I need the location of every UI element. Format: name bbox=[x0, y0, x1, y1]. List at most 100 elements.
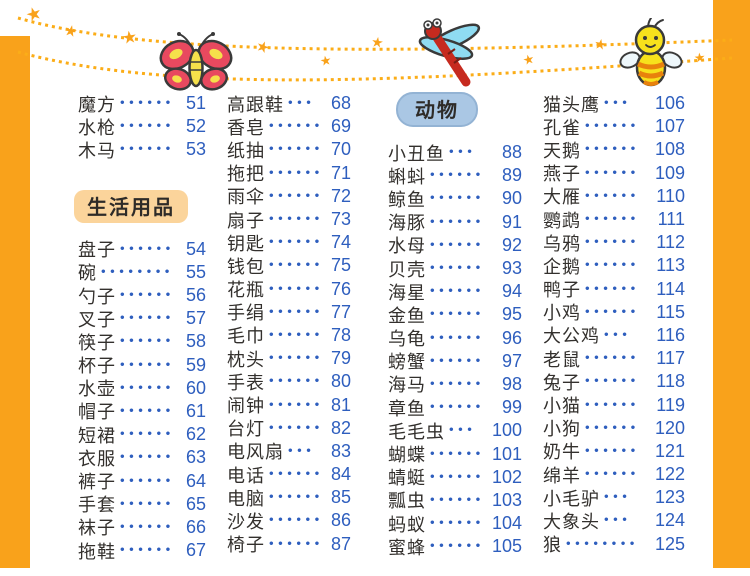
toc-entry: 瓢虫 ······ 103 bbox=[388, 489, 522, 513]
leader-dots: ······ bbox=[429, 372, 484, 395]
page-number: 64 bbox=[185, 470, 206, 491]
page-number: 99 bbox=[501, 397, 522, 418]
toc-entry: 水母 ······ 92 bbox=[388, 233, 522, 258]
entry-label: 猫头鹰 bbox=[543, 94, 600, 116]
leader-dots: ······ bbox=[584, 463, 639, 486]
toc-entry: 贝壳 ······ 93 bbox=[388, 257, 522, 281]
leader-dots: ··· bbox=[603, 92, 631, 115]
entry-label: 魔方 bbox=[78, 94, 116, 116]
star-icon: ★ bbox=[693, 50, 707, 67]
toc-entry: 蝴蝶 ······ 101 bbox=[388, 442, 522, 467]
page-number: 61 bbox=[185, 400, 206, 421]
toc-entry: 水壶 ······ 60 bbox=[78, 377, 206, 401]
page-number: 102 bbox=[491, 466, 522, 487]
entry-label: 拖把 bbox=[227, 164, 265, 186]
entry-label: 蜜蜂 bbox=[388, 537, 426, 559]
page-number: 98 bbox=[501, 373, 522, 394]
star-icon: ★ bbox=[22, 2, 45, 28]
entry-label: 海星 bbox=[388, 282, 426, 304]
page-number: 96 bbox=[501, 327, 522, 348]
leader-dots: ··· bbox=[448, 419, 476, 442]
toc-entry: 盘子 ······ 54 bbox=[78, 238, 206, 262]
toc-entry: 小狗 ······ 120 bbox=[543, 417, 685, 441]
entry-label: 鹦鹉 bbox=[543, 210, 581, 232]
page-number: 93 bbox=[501, 258, 522, 279]
leader-dots: ······ bbox=[584, 208, 639, 231]
toc-entry: 花瓶 ······ 76 bbox=[227, 277, 351, 302]
toc-entry: 魔方 ······ 51 bbox=[78, 92, 206, 116]
leader-dots: ······ bbox=[584, 254, 639, 277]
star-icon: ★ bbox=[62, 20, 80, 42]
leader-dots: ······ bbox=[429, 280, 484, 303]
page-number: 82 bbox=[330, 417, 351, 438]
toc-entry: 企鹅 ······ 113 bbox=[543, 254, 685, 278]
leader-dots: ······ bbox=[119, 399, 174, 422]
toc-entry: 大雁 ······ 110 bbox=[543, 185, 685, 209]
page-number: 54 bbox=[185, 238, 206, 259]
entry-label: 电风扇 bbox=[227, 442, 284, 464]
page-number: 51 bbox=[185, 93, 206, 114]
leader-dots: ······ bbox=[429, 233, 484, 256]
entry-label: 盘子 bbox=[78, 240, 116, 262]
leader-dots: ······ bbox=[429, 164, 484, 187]
page-number: 123 bbox=[654, 487, 685, 508]
entry-label: 奶牛 bbox=[543, 442, 581, 464]
toc-entry: 狼 ········ 125 bbox=[543, 532, 685, 557]
page-number: 80 bbox=[330, 371, 351, 392]
toc-entry: 台灯 ······ 82 bbox=[227, 417, 351, 441]
leader-dots: ······ bbox=[268, 486, 323, 509]
entry-label: 企鹅 bbox=[543, 256, 581, 278]
entry-label: 电话 bbox=[227, 465, 265, 487]
butterfly-icon bbox=[159, 32, 233, 91]
toc-entry: 电话 ······ 84 bbox=[227, 463, 351, 487]
entry-label: 海马 bbox=[388, 375, 426, 397]
entry-label: 叉子 bbox=[78, 309, 116, 331]
toc-entry: 海马 ······ 98 bbox=[388, 372, 522, 397]
toc-column-2: 高跟鞋 ··· 68 香皂 ······ 69 纸抽 ······ 70 拖把 ······ 71 雨伞… bbox=[227, 92, 351, 556]
page-number: 68 bbox=[330, 93, 351, 114]
entry-label: 贝壳 bbox=[388, 259, 426, 281]
toc-entry: 海豚 ······ 91 bbox=[388, 211, 522, 235]
entry-label: 螃蟹 bbox=[388, 352, 426, 374]
leader-dots: ······ bbox=[429, 535, 484, 558]
entry-label: 电脑 bbox=[227, 488, 265, 510]
star-icon: ★ bbox=[521, 51, 537, 70]
leader-dots: ······ bbox=[268, 277, 323, 300]
toc-entry: 手表 ······ 80 bbox=[227, 370, 351, 394]
leader-dots: ··· bbox=[603, 323, 631, 346]
leader-dots: ······ bbox=[119, 307, 174, 330]
leader-dots: ··· bbox=[287, 92, 315, 115]
leader-dots: ······ bbox=[429, 465, 484, 488]
page-number: 57 bbox=[185, 308, 206, 329]
page-number: 109 bbox=[654, 162, 685, 183]
toc-entry: 小毛驴 ··· 123 bbox=[543, 486, 685, 510]
leader-dots: ··· bbox=[448, 141, 476, 164]
entry-label: 孔雀 bbox=[543, 117, 581, 139]
leader-dots: ······ bbox=[119, 492, 174, 515]
toc-entry: 奶牛 ······ 121 bbox=[543, 440, 685, 464]
toc-entry: 蚂蚁 ······ 104 bbox=[388, 512, 522, 536]
entry-label: 花瓶 bbox=[227, 280, 265, 302]
toc-entry: 手套 ······ 65 bbox=[78, 492, 206, 517]
page-number: 105 bbox=[491, 536, 522, 557]
toc-entry: 拖把 ······ 71 bbox=[227, 162, 351, 186]
page-number: 100 bbox=[491, 420, 522, 441]
page-number: 97 bbox=[501, 350, 522, 371]
dragonfly-icon bbox=[418, 18, 481, 87]
toc-entry: 绵羊 ······ 122 bbox=[543, 463, 685, 487]
leader-dots: ······ bbox=[268, 300, 323, 323]
page-number: 75 bbox=[330, 255, 351, 276]
page-number: 76 bbox=[330, 278, 351, 299]
page-number: 67 bbox=[185, 540, 206, 561]
entry-label: 手绢 bbox=[227, 303, 265, 325]
leader-dots: ······ bbox=[268, 347, 323, 370]
toc-entry: 鹦鹉 ······ 111 bbox=[543, 208, 685, 232]
leader-dots: ········ bbox=[100, 260, 173, 283]
page-number: 91 bbox=[501, 211, 522, 232]
toc-entry: 蜜蜂 ······ 105 bbox=[388, 535, 522, 559]
page-number: 108 bbox=[654, 139, 685, 160]
entry-label: 老鼠 bbox=[543, 349, 581, 371]
page-number: 77 bbox=[330, 301, 351, 322]
leader-dots: ······ bbox=[119, 469, 174, 492]
leader-dots: ········ bbox=[565, 532, 638, 555]
